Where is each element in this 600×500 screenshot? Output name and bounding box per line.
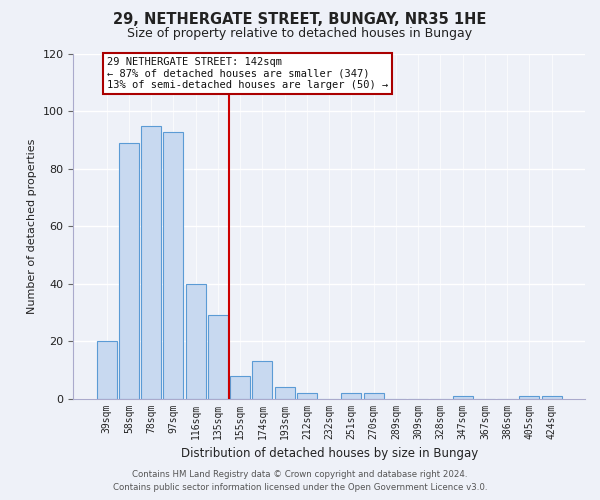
Bar bbox=[275, 387, 295, 398]
Text: Size of property relative to detached houses in Bungay: Size of property relative to detached ho… bbox=[127, 28, 473, 40]
Bar bbox=[297, 393, 317, 398]
Bar bbox=[520, 396, 539, 398]
Text: 29, NETHERGATE STREET, BUNGAY, NR35 1HE: 29, NETHERGATE STREET, BUNGAY, NR35 1HE bbox=[113, 12, 487, 28]
Bar bbox=[119, 143, 139, 399]
Bar bbox=[185, 284, 206, 399]
Text: 29 NETHERGATE STREET: 142sqm
← 87% of detached houses are smaller (347)
13% of s: 29 NETHERGATE STREET: 142sqm ← 87% of de… bbox=[107, 57, 388, 90]
Bar bbox=[341, 393, 361, 398]
Text: Contains HM Land Registry data © Crown copyright and database right 2024.
Contai: Contains HM Land Registry data © Crown c… bbox=[113, 470, 487, 492]
Bar bbox=[208, 316, 228, 398]
Bar bbox=[163, 132, 184, 398]
Bar bbox=[141, 126, 161, 398]
Bar bbox=[97, 341, 116, 398]
Bar bbox=[542, 396, 562, 398]
X-axis label: Distribution of detached houses by size in Bungay: Distribution of detached houses by size … bbox=[181, 447, 478, 460]
Y-axis label: Number of detached properties: Number of detached properties bbox=[27, 138, 37, 314]
Bar bbox=[364, 393, 384, 398]
Bar bbox=[453, 396, 473, 398]
Bar bbox=[230, 376, 250, 398]
Bar bbox=[253, 361, 272, 399]
